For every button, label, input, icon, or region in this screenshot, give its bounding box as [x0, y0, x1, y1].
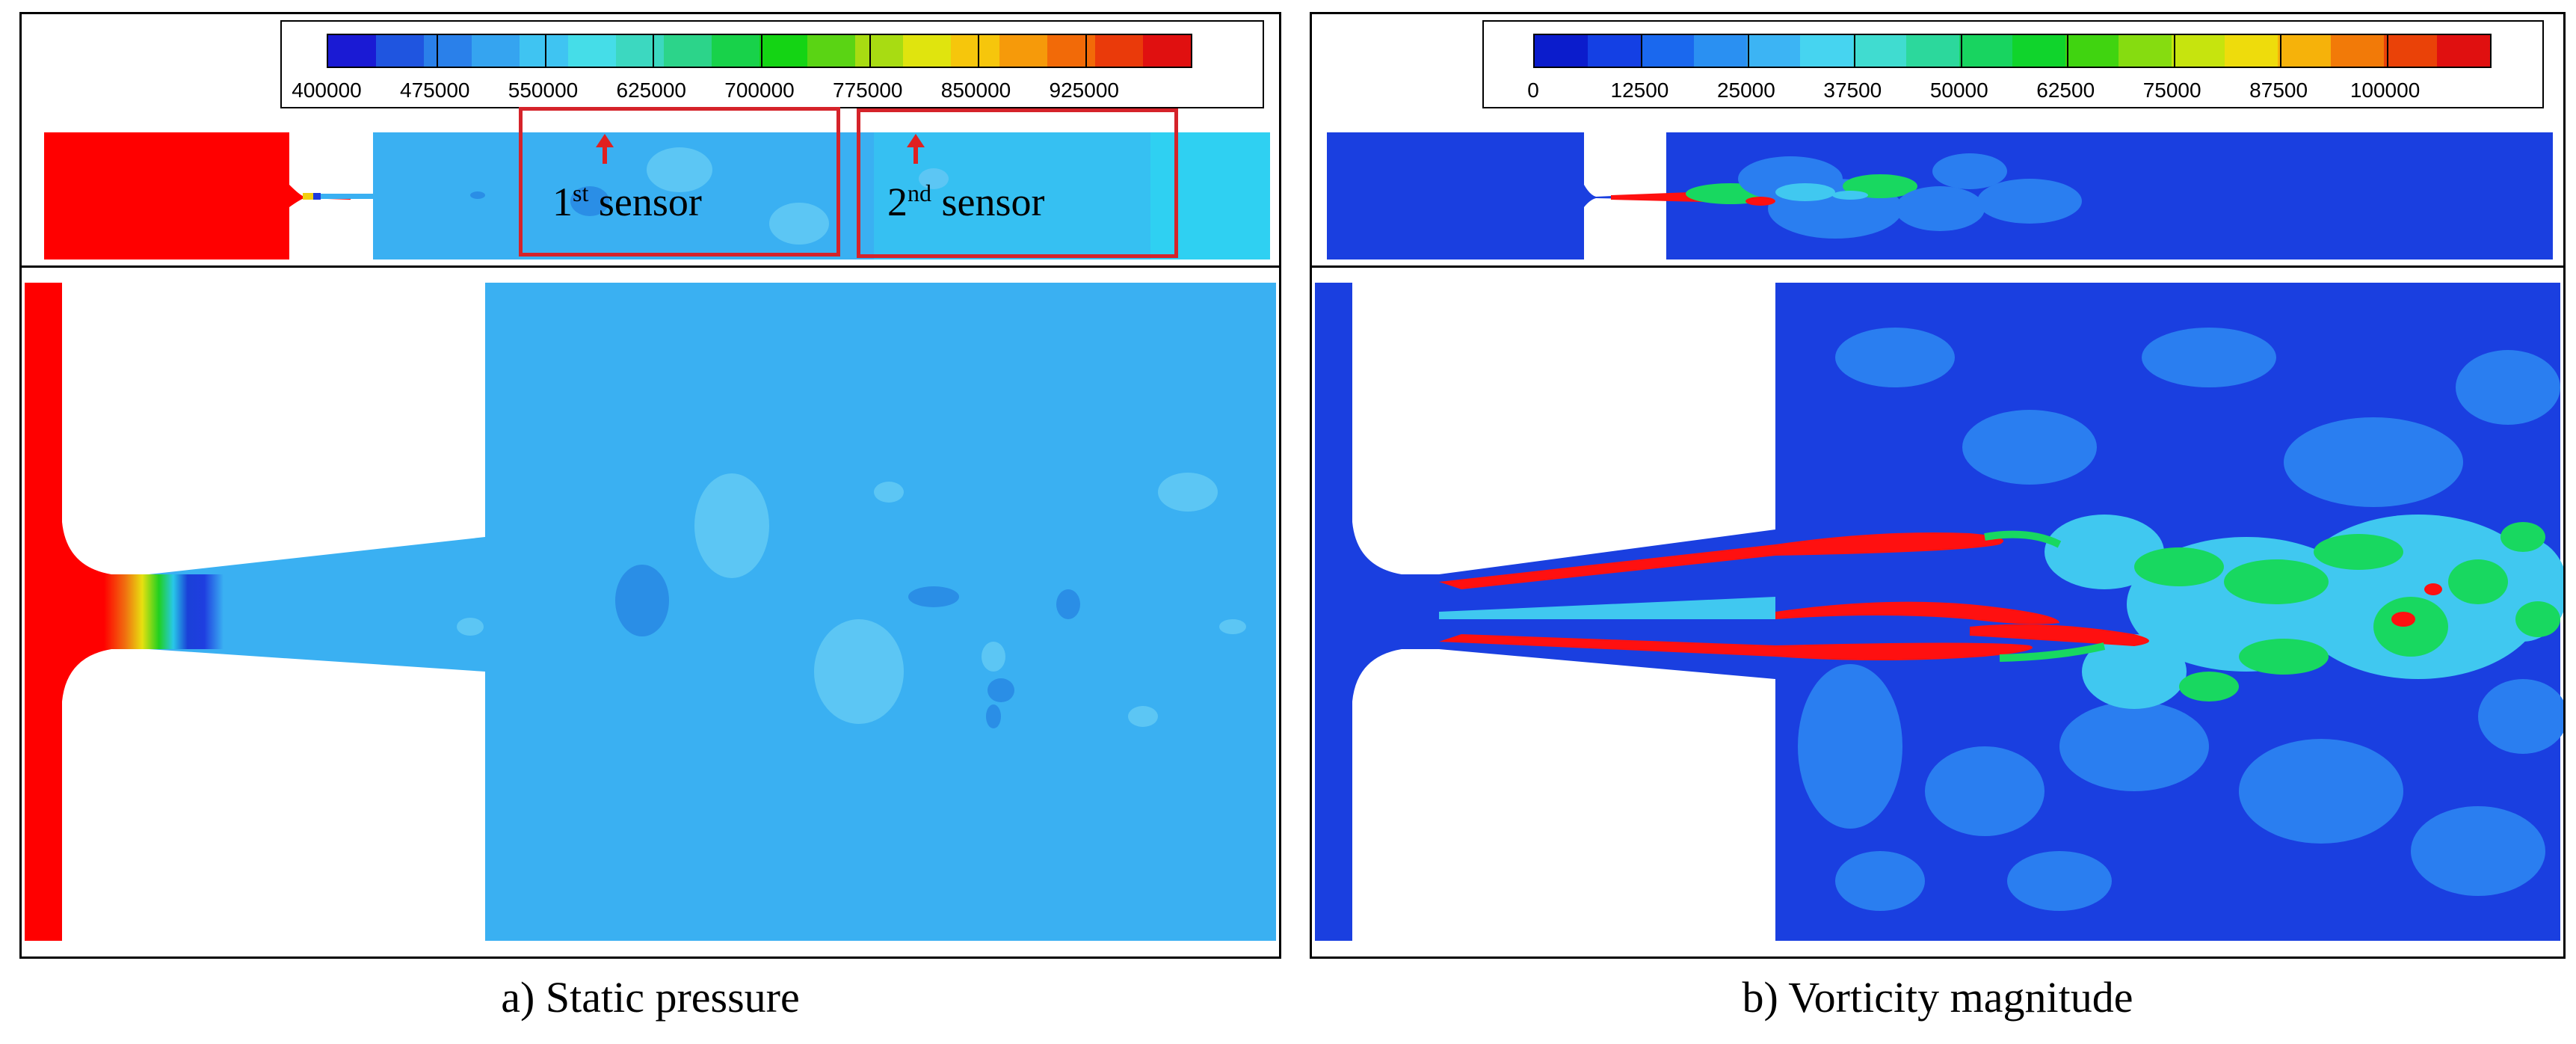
colorbar-tick	[977, 35, 979, 67]
colorbar-segment	[2331, 35, 2384, 67]
colorbar-segment	[1588, 35, 1641, 67]
colorbar-segment	[615, 35, 664, 67]
colorbar-segment	[759, 35, 808, 67]
colorbar-tick-label: 50000	[1929, 79, 1988, 102]
colorbar-tick-label: 75000	[2142, 79, 2201, 102]
colorbar-tick-label: 400000	[292, 79, 362, 102]
colorbar-tick	[1854, 35, 1856, 67]
colorbar-tick-label: 925000	[1049, 79, 1119, 102]
colorbar-segment	[1906, 35, 1959, 67]
colorbar-segment	[520, 35, 568, 67]
colorbar-segment	[1853, 35, 1906, 67]
panel-divider	[1312, 265, 2563, 268]
sensor-1-box	[519, 107, 840, 257]
colorbar-segment	[2384, 35, 2437, 67]
colorbar-segment	[855, 35, 904, 67]
colorbar-segment	[903, 35, 952, 67]
colorbar-segment	[807, 35, 856, 67]
colorbar-tick-label: 850000	[940, 79, 1011, 102]
colorbar-segment	[2437, 35, 2490, 67]
colorbar-tick	[2386, 35, 2388, 67]
sensor-2-box	[857, 108, 1178, 258]
colorbar-segment	[711, 35, 759, 67]
colorbar-tick-label: 775000	[833, 79, 903, 102]
colorbar-tick-label: 100000	[2349, 79, 2421, 102]
colorbar-tick	[2173, 35, 2175, 67]
colorbar-segment	[1535, 35, 1588, 67]
colorbar-segment	[328, 35, 377, 67]
colorbar-segment	[1142, 35, 1191, 67]
colorbar-segment	[2278, 35, 2331, 67]
colorbar-segment	[1094, 35, 1143, 67]
colorbar-tick-labels: 0 12500 25000 37500 50000 62500 75000 87500 1000…	[1527, 79, 2492, 104]
colorbar-segment	[1959, 35, 2012, 67]
colorbar-segment	[376, 35, 425, 67]
colorbar-segment	[2012, 35, 2065, 67]
colorbar-tick	[869, 35, 871, 67]
colorbar-segment	[2119, 35, 2172, 67]
colorbar-segment	[2225, 35, 2278, 67]
colorbar-static-pressure	[327, 34, 1192, 68]
colorbar-tick-label: 550000	[508, 79, 579, 102]
sensor-2-label: 2nd sensor	[887, 179, 1045, 224]
vorticity-overview-field	[1327, 132, 2553, 260]
colorbar-segment	[1747, 35, 1800, 67]
panel-a-caption: a) Static pressure	[501, 973, 800, 1022]
colorbar-tick-label: 25000	[1716, 79, 1775, 102]
panel-vorticity-magnitude: 0 12500 25000 37500 50000 62500 75000 87500 1000…	[1310, 12, 2566, 959]
colorbar-tick	[1641, 35, 1643, 67]
colorbar-tick	[436, 35, 438, 67]
colorbar-tick-label: 0	[1527, 79, 1539, 102]
panel-b-caption: b) Vorticity magnitude	[1742, 973, 2133, 1022]
colorbar-tick	[1747, 35, 1749, 67]
colorbar-tick-label: 12500	[1610, 79, 1669, 102]
colorbar-segment	[2172, 35, 2225, 67]
colorbar-tick-label: 625000	[616, 79, 686, 102]
colorbar-frame: 0 12500 25000 37500 50000 62500 75000 87500 1000…	[1482, 20, 2544, 108]
colorbar-segment	[1694, 35, 1747, 67]
colorbar-segment	[663, 35, 712, 67]
colorbar-tick	[761, 35, 762, 67]
colorbar-tick	[2067, 35, 2069, 67]
colorbar-segment	[1641, 35, 1694, 67]
vorticity-zoom-field	[1315, 283, 2563, 941]
colorbar-tick	[653, 35, 655, 67]
colorbar-tick-labels: 400000 475000 550000 625000 700000 775000 8500…	[292, 79, 1192, 104]
colorbar-tick	[1085, 35, 1088, 67]
colorbar-tick-label: 37500	[1823, 79, 1882, 102]
pressure-overview-field	[44, 132, 1270, 260]
colorbar-tick-label: 475000	[400, 79, 470, 102]
panel-divider	[22, 265, 1279, 268]
colorbar-segment	[1047, 35, 1095, 67]
colorbar-tick-label: 700000	[724, 79, 795, 102]
colorbar-segment	[424, 35, 472, 67]
colorbar-segment	[951, 35, 999, 67]
colorbar-segment	[567, 35, 616, 67]
colorbar-segment	[999, 35, 1047, 67]
colorbar-tick-label: 87500	[2249, 79, 2308, 102]
panel-static-pressure: 400000 475000 550000 625000 700000 775000 8500…	[19, 12, 1281, 959]
colorbar-segment	[472, 35, 520, 67]
colorbar-segment	[1800, 35, 1853, 67]
colorbar-tick	[2280, 35, 2282, 67]
colorbar-tick-label: 62500	[2036, 79, 2095, 102]
colorbar-vorticity	[1533, 34, 2492, 68]
colorbar-tick	[1960, 35, 1962, 67]
colorbar-tick	[544, 35, 546, 67]
pressure-zoom-field	[25, 283, 1276, 941]
colorbar-segment	[2065, 35, 2119, 67]
sensor-1-label: 1st sensor	[552, 179, 702, 224]
colorbar-frame: 400000 475000 550000 625000 700000 775000 8500…	[280, 20, 1264, 108]
